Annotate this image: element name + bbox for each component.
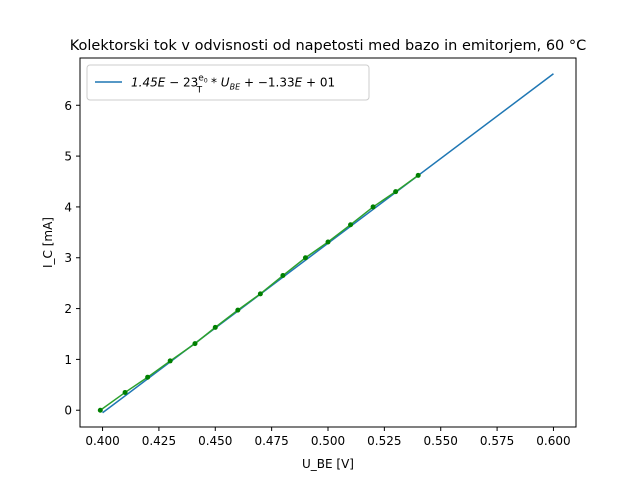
x-tick-label: 0.475 xyxy=(254,434,288,448)
measurement-point xyxy=(212,324,218,330)
y-tick-label: 0 xyxy=(64,404,72,418)
measurement-point xyxy=(122,389,128,395)
measurement-point xyxy=(235,307,241,313)
y-tick-label: 2 xyxy=(64,302,72,316)
measurement-point xyxy=(348,222,354,228)
y-tick-label: 1 xyxy=(64,353,72,367)
series-layer xyxy=(97,73,554,414)
y-tick-label: 6 xyxy=(64,99,72,113)
measurement-point xyxy=(393,189,399,195)
x-tick-label: 0.575 xyxy=(480,434,514,448)
measurement-point xyxy=(325,239,331,245)
axes-layer: 0.400 0.425 0.450 0.475 0.500 0.525 0.550 0.575… xyxy=(64,99,570,448)
measurement-point xyxy=(145,374,151,380)
legend-box xyxy=(86,64,370,101)
plot-frame xyxy=(79,57,577,428)
x-tick-label: 0.450 xyxy=(198,434,232,448)
x-tick-label: 0.425 xyxy=(142,434,176,448)
legend: 1.45E − 23e0 T * UBE + −1.33E + 01 xyxy=(86,64,370,101)
x-tick-label: 0.400 xyxy=(85,434,119,448)
measurement-point xyxy=(257,291,263,297)
y-tick-label: 5 xyxy=(64,150,72,164)
y-tick-label: 4 xyxy=(64,200,72,214)
measurement-point xyxy=(370,204,376,210)
measurement-point xyxy=(167,358,173,364)
x-tick-label: 0.500 xyxy=(311,434,345,448)
legend-label: 1.45E − 23e0 T * UBE + −1.33E + 01 xyxy=(131,74,335,96)
x-axis-label: U_BE [V] xyxy=(302,457,354,471)
measurement-point xyxy=(97,407,103,413)
measurement-point xyxy=(192,341,198,347)
measurement-point xyxy=(302,255,308,261)
measurement-point xyxy=(280,273,286,279)
measurement-point xyxy=(415,172,421,178)
chart-title: Kolektorski tok v odvisnosti od napetost… xyxy=(70,38,587,54)
y-axis-label: I_C [mA] xyxy=(41,217,55,268)
y-tick-label: 3 xyxy=(64,251,72,265)
x-tick-label: 0.550 xyxy=(424,434,458,448)
x-tick-label: 0.525 xyxy=(367,434,401,448)
x-tick-label: 0.600 xyxy=(536,434,570,448)
